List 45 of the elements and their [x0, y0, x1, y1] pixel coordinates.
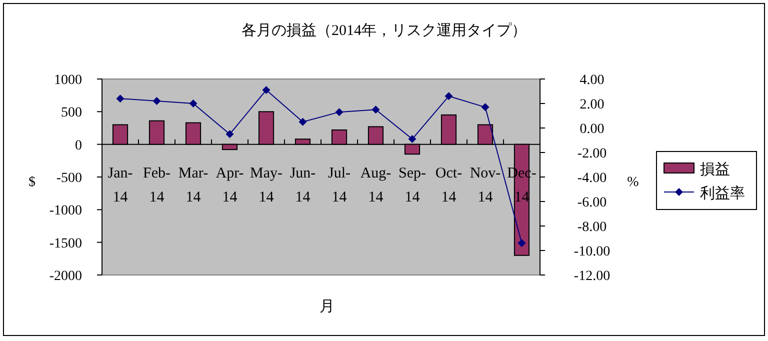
y2-tick-label: -12.00 [574, 269, 610, 284]
point [116, 94, 124, 103]
y-tick-label: -500 [56, 171, 82, 186]
y2-axis-title: % [627, 175, 640, 190]
point [335, 108, 344, 116]
y2-tick-label: 0.00 [580, 122, 604, 137]
point [189, 100, 198, 108]
x-axis-title: 月 [320, 299, 334, 315]
point [444, 92, 453, 100]
y2-tick-label: 2.00 [580, 98, 604, 112]
y-tick-label: 0 [75, 138, 82, 154]
y-tick-label: 1000 [54, 73, 82, 88]
point [518, 239, 526, 248]
y-tick-label: -2000 [49, 269, 82, 284]
y2-tick-label: -6.00 [577, 196, 607, 210]
x-tick-label: Mar-14 [178, 165, 208, 206]
legend-label: 利益率 [700, 185, 745, 202]
y-tick-label: -1000 [49, 204, 82, 219]
y2-tick-label: -8.00 [577, 220, 607, 235]
y-tick-label: 500 [61, 106, 82, 121]
x-tick-label: Nov-14 [470, 165, 501, 206]
point [226, 130, 234, 138]
y-axis-title: $ [28, 175, 36, 190]
y2-tick-label: -4.00 [577, 171, 607, 186]
legend-label: 損益 [700, 161, 730, 178]
point [408, 135, 416, 144]
x-tick-label: Oct-14 [435, 165, 462, 206]
x-tick-label: Aug-14 [360, 165, 392, 206]
x-tick-label: Apr-14 [216, 165, 244, 206]
point [372, 106, 380, 114]
y-tick-label: -1500 [49, 236, 82, 252]
point [298, 118, 307, 126]
x-tick-label: Jan-14 [108, 165, 133, 206]
x-tick-label: Feb-14 [143, 165, 170, 206]
title: 各月の損益（2014年，リスク運用タイプ） [242, 23, 526, 39]
y2-tick-label: 4.00 [580, 73, 604, 88]
point [262, 86, 270, 94]
y2-tick-label: -10.00 [574, 244, 610, 260]
y2-tick-label: -2.00 [577, 146, 607, 162]
point [152, 97, 161, 106]
point [481, 103, 490, 112]
x-tick-label: Jun-14 [290, 165, 316, 206]
x-tick-label: Sep-14 [398, 165, 426, 206]
x-tick-label: Jul-14 [328, 165, 351, 206]
x-tick-label: May-14 [250, 165, 282, 206]
